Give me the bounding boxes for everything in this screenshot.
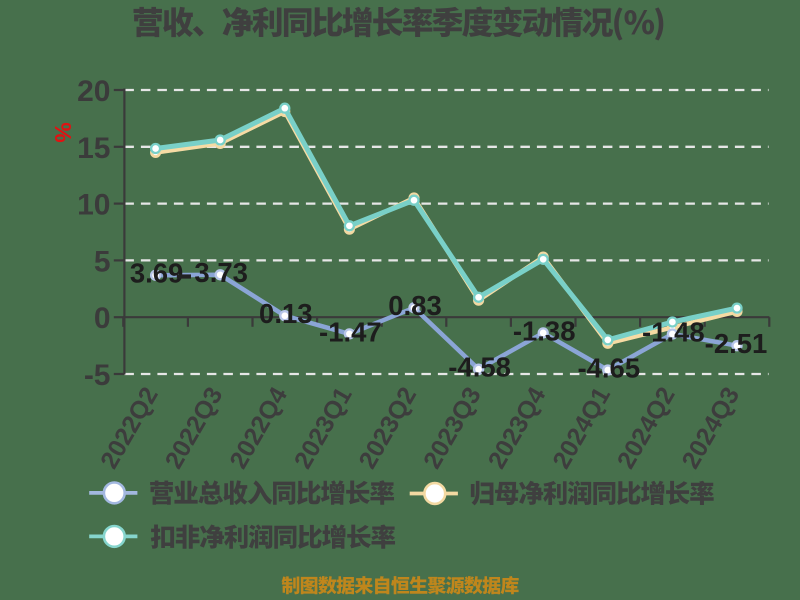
svg-text:10: 10 <box>77 189 110 222</box>
svg-text:-5: -5 <box>84 359 111 392</box>
svg-text:5: 5 <box>94 245 111 278</box>
svg-text:-1.47: -1.47 <box>319 316 382 347</box>
svg-text:-4.58: -4.58 <box>448 352 511 383</box>
svg-text:-1.38: -1.38 <box>513 315 576 346</box>
svg-text:0.13: 0.13 <box>259 298 313 329</box>
svg-text:3.69: 3.69 <box>130 258 184 289</box>
svg-text:-1.48: -1.48 <box>642 316 705 347</box>
svg-text:-2.51: -2.51 <box>705 328 768 359</box>
svg-text:15: 15 <box>77 132 110 165</box>
svg-text:20: 20 <box>77 75 110 108</box>
svg-text:-4.65: -4.65 <box>577 352 640 383</box>
svg-text:0: 0 <box>94 302 111 335</box>
svg-text:%: % <box>50 122 76 142</box>
svg-text:0.83: 0.83 <box>388 290 442 321</box>
svg-text:3.73: 3.73 <box>194 257 248 288</box>
